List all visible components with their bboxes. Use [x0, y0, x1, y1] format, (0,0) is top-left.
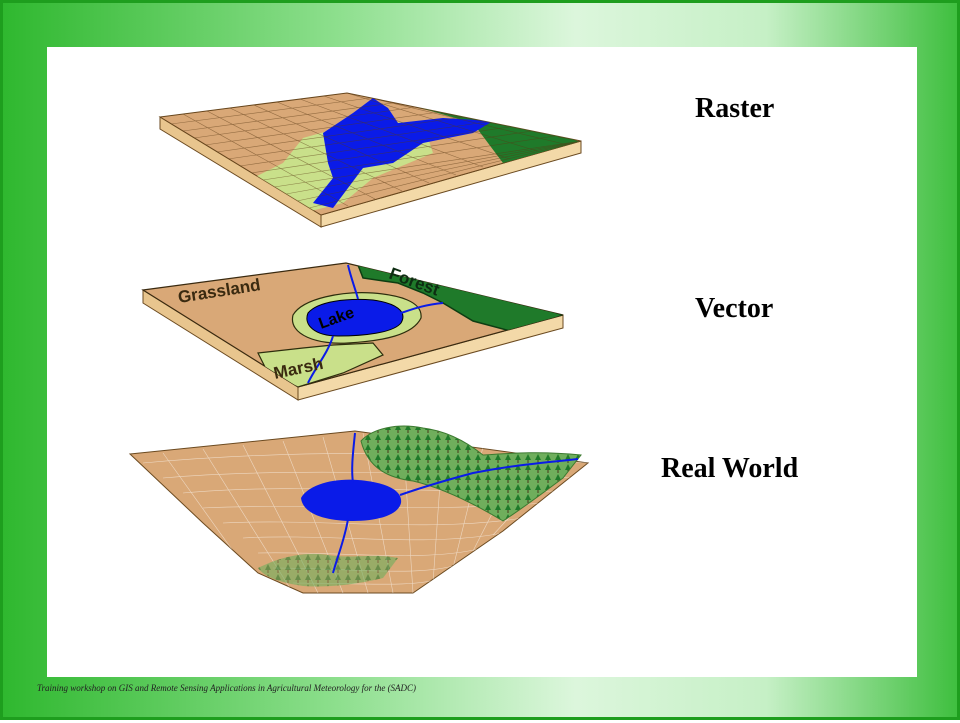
real-world-river-east — [399, 458, 579, 496]
vector-lake — [306, 298, 404, 337]
real-world-lake — [301, 479, 402, 521]
raster-grid — [160, 93, 581, 215]
vector-river-east — [400, 302, 444, 314]
label-vector: Vector — [695, 293, 774, 324]
vector-layer: Grassland Forest Lake Marsh — [141, 262, 564, 401]
real-world-shrubs — [258, 553, 398, 587]
raster-water — [313, 98, 493, 208]
real-world-layer — [128, 425, 590, 594]
real-world-river-south — [332, 518, 349, 574]
vector-river-north — [347, 264, 359, 300]
real-world-river-north — [351, 432, 356, 484]
vector-river-south — [307, 335, 334, 384]
footer-text: Training workshop on GIS and Remote Sens… — [37, 683, 417, 693]
layers-illustration: Grassland Forest Lake Marsh — [128, 92, 590, 594]
raster-layer — [158, 92, 582, 228]
label-raster: Raster — [695, 93, 775, 124]
label-real-world: Real World — [661, 453, 799, 484]
